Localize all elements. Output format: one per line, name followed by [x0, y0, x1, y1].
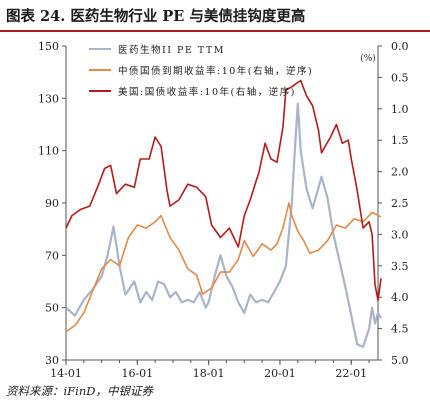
right-tick-label: 5.0: [391, 354, 409, 367]
chart: 30 50 70 90 110 130 150 0.0 0.5 1.0 1.5 2.0 2.5 3.0 3.…: [38, 40, 409, 380]
right-tick-label: 2.5: [391, 197, 409, 210]
legend-label-2: 中债国债到期收益率:10年(右轴，逆序): [118, 65, 313, 77]
chart-lines: [65, 79, 382, 348]
left-tick-label: 110: [38, 145, 59, 158]
legend-label-3: 美国:国债收益率:10年(右轴，逆序): [118, 86, 296, 98]
right-tick-label: 1.0: [391, 103, 409, 116]
x-tick-label: 18-01: [193, 367, 225, 380]
right-tick-label: 0.5: [391, 71, 409, 84]
right-tick-label: 4.5: [391, 323, 409, 336]
left-tick-label: 90: [45, 197, 59, 210]
unit-label: (%): [360, 53, 376, 64]
chart-legend: 医药生物II PE TTM 中债国债到期收益率:10年(右轴，逆序) 美国:国债收益…: [89, 44, 313, 98]
source-note: 资料来源：iFinD，中银证券: [6, 384, 153, 398]
chart-axes: 30 50 70 90 110 130 150 0.0 0.5 1.0 1.5 2.0 2.5 3.0 3.…: [38, 40, 409, 380]
left-tick-label: 50: [45, 302, 59, 315]
series-line-1: [65, 102, 382, 348]
right-tick-label: 3.5: [391, 260, 409, 273]
left-tick-label: 130: [38, 92, 59, 105]
left-tick-label: 70: [45, 249, 59, 262]
x-tick-label: 14-01: [50, 367, 82, 380]
right-tick-label: 2.0: [391, 166, 409, 179]
chart-title: 图表 24. 医药生物行业 PE 与美债挂钩度更高: [6, 8, 306, 25]
right-tick-label: 4.0: [391, 291, 409, 304]
right-tick-label: 0.0: [391, 40, 409, 53]
right-tick-label: 1.5: [391, 134, 409, 147]
title-rule: [0, 30, 430, 32]
right-tick-label: 3.0: [391, 228, 409, 241]
legend-label-1: 医药生物II PE TTM: [118, 44, 225, 56]
series-line-2: [65, 202, 382, 333]
x-tick-label: 22-01: [335, 367, 367, 380]
left-tick-label: 150: [38, 40, 59, 53]
x-tick-label: 20-01: [264, 367, 296, 380]
series-line-3: [65, 79, 382, 302]
x-tick-label: 16-01: [121, 367, 153, 380]
left-tick-label: 30: [45, 354, 59, 367]
